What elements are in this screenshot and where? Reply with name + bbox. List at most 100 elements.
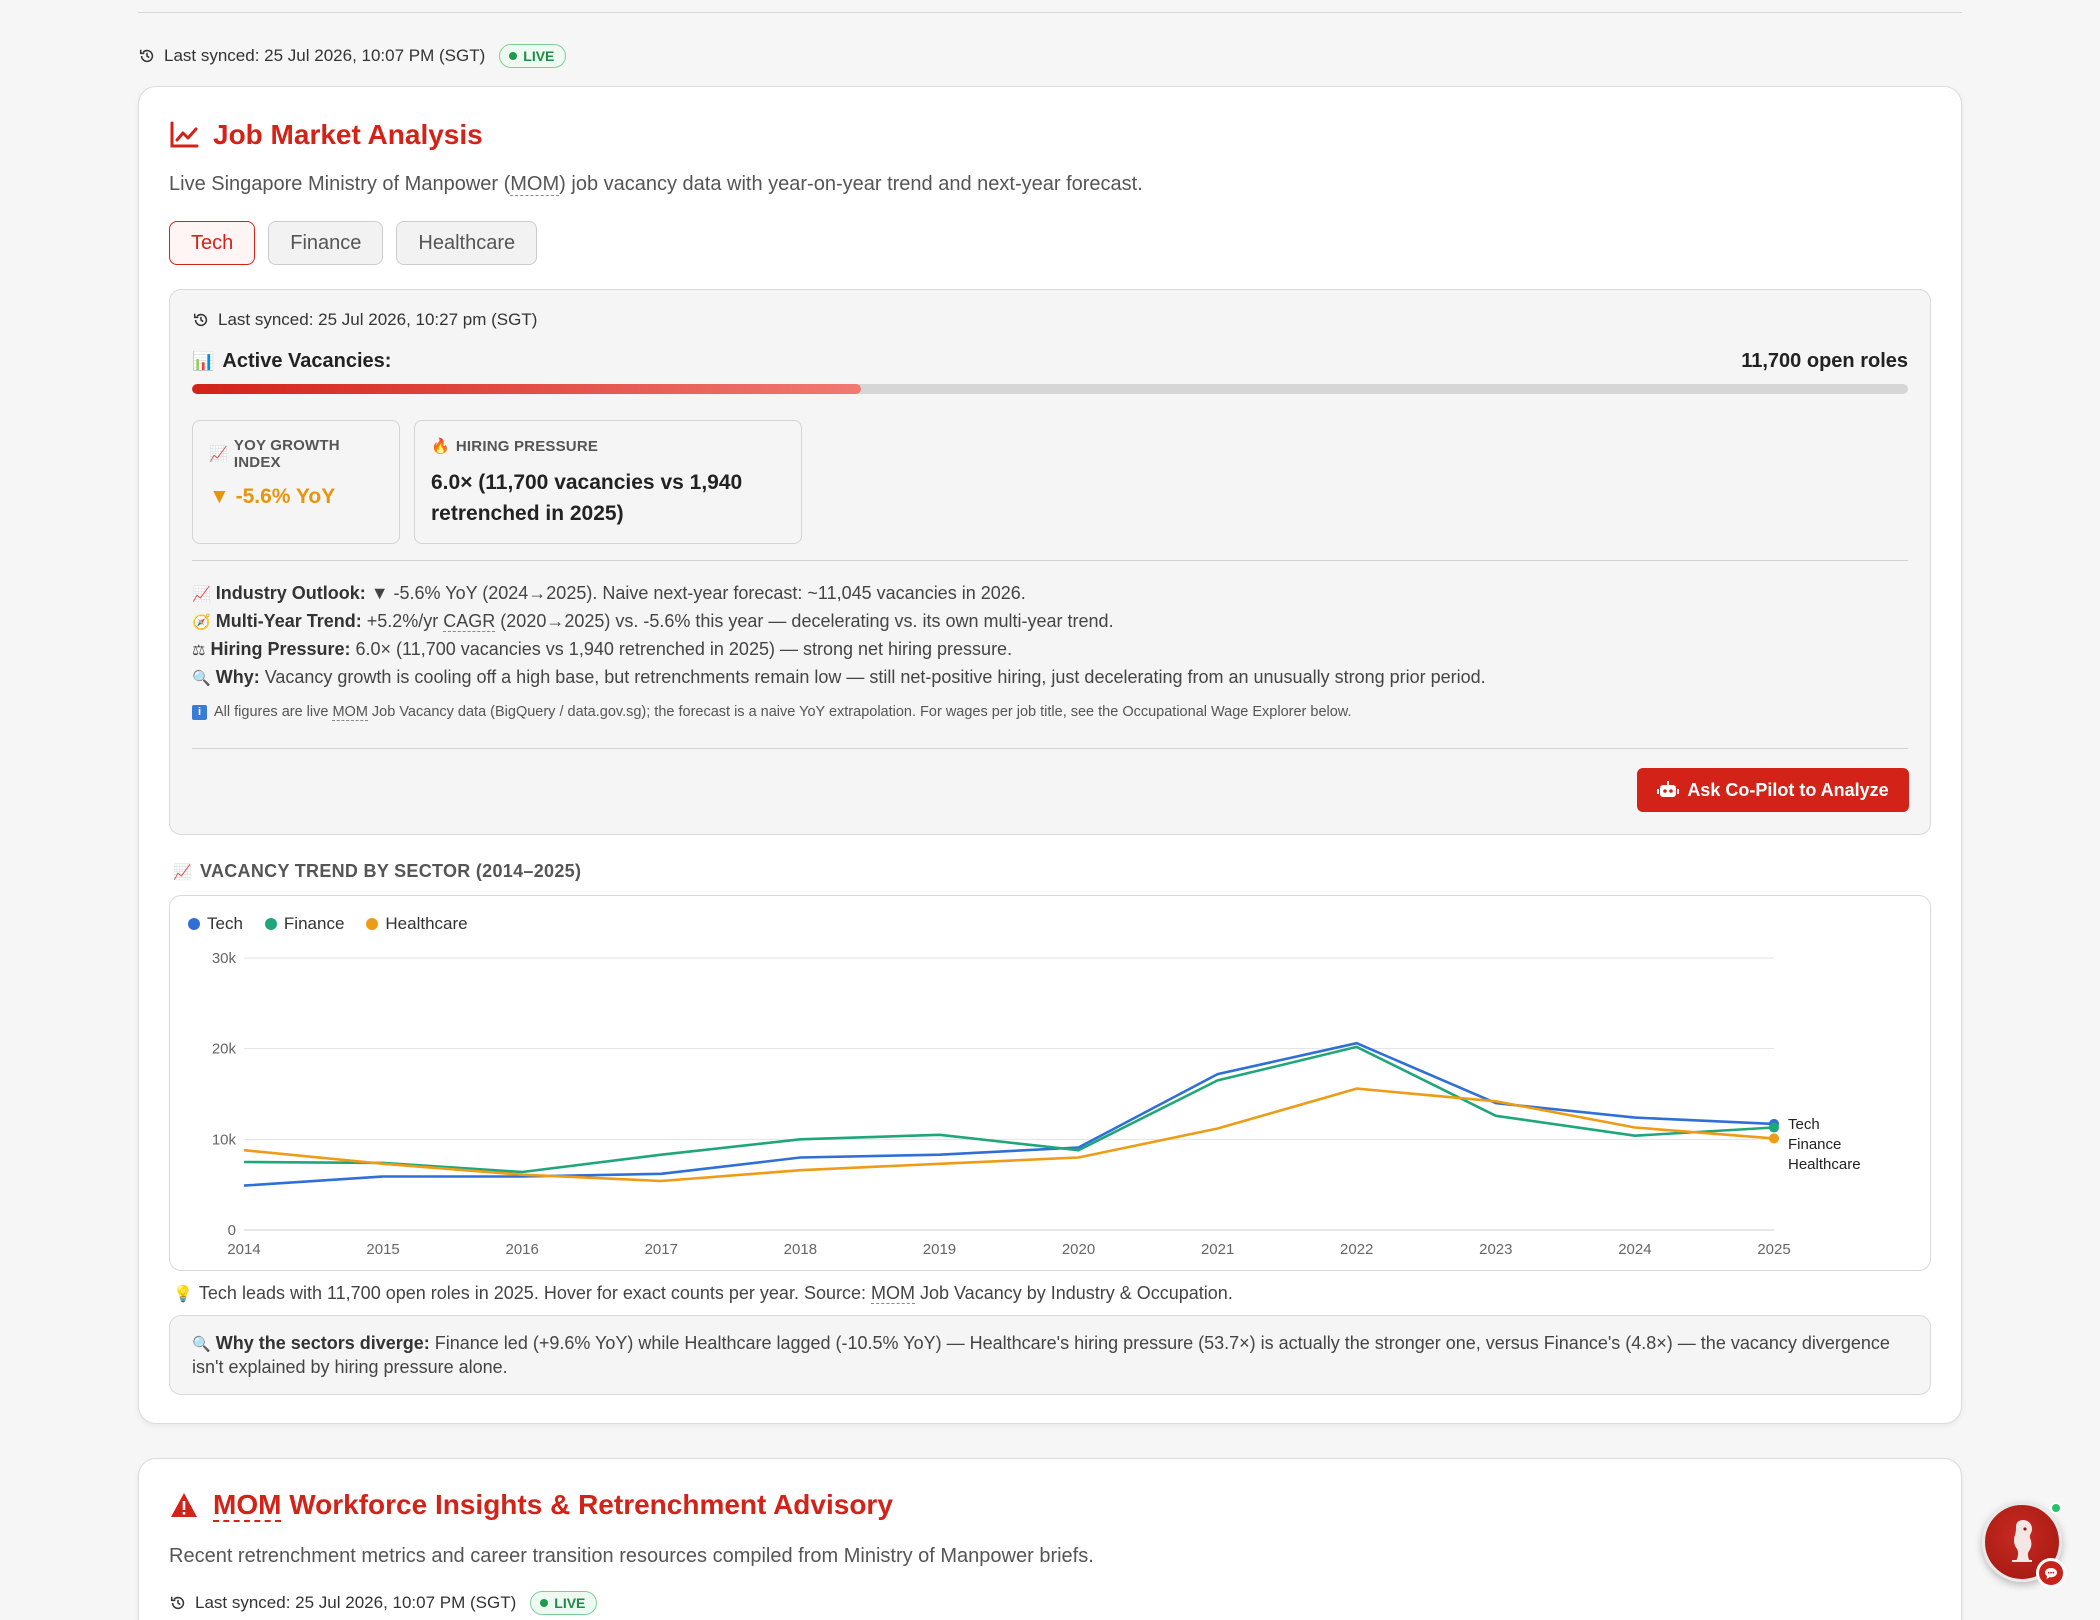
footnote-text-end: Job Vacancy data (BigQuery / data.gov.sg…: [367, 704, 1352, 720]
series-line-finance: [243, 1045, 1775, 1174]
cagr-abbr[interactable]: CAGR: [443, 611, 496, 632]
legend-item-healthcare[interactable]: Healthcare: [366, 914, 468, 934]
hiring-pressure-box: 🔥 HIRING PRESSURE 6.0× (11,700 vacancies …: [414, 420, 802, 544]
vacancies-label-row: 📊 Active Vacancies:: [192, 350, 391, 373]
chart-increasing-icon: 📈: [209, 445, 228, 463]
y-tick-label: 20k: [212, 1041, 237, 1058]
yoy-growth-value: ▼ -5.6% YoY: [209, 485, 336, 508]
insight-hiring-pressure: ⚖ Hiring Pressure: 6.0× (11,700 vacancie…: [192, 636, 1908, 664]
chart-legend: Tech Finance Healthcare: [188, 914, 468, 934]
x-tick-label: 2024: [1618, 1241, 1651, 1258]
series-end-point-healthcare: [1769, 1133, 1779, 1144]
series-end-point-finance: [1769, 1122, 1779, 1133]
vacancy-trend-label: 📈 VACANCY TREND BY SECTOR (2014–2025): [173, 861, 581, 882]
x-tick-label: 2018: [784, 1241, 817, 1258]
vacancies-progress-fill: [192, 384, 862, 394]
legend-item-tech[interactable]: Tech: [188, 914, 243, 934]
line-chart-icon: [170, 121, 199, 148]
yoy-growth-label: YOY GROWTH INDEX: [233, 437, 340, 471]
legend-dot: [188, 918, 200, 930]
mom-abbr[interactable]: MOM: [510, 173, 560, 196]
series-end-label: Finance: [1788, 1136, 1841, 1153]
insight-text: +5.2%/yr: [361, 611, 444, 631]
x-tick-label: 2025: [1757, 1241, 1790, 1258]
insight-text: ▼ -5.6% YoY (2024→2025). Naive next-year…: [365, 583, 1026, 603]
insights-list: 📈 Industry Outlook: ▼ -5.6% YoY (2024→20…: [192, 580, 1908, 692]
advisory-title-row: MOM Workforce Insights & Retrenchment Ad…: [169, 1489, 893, 1522]
x-tick-label: 2017: [645, 1241, 678, 1258]
x-tick-label: 2022: [1340, 1241, 1373, 1258]
scales-icon: ⚖: [192, 641, 206, 659]
divergence-text: Finance led (+9.6% YoY) while Healthcare…: [192, 1333, 1890, 1377]
insight-label: Hiring Pressure:: [210, 639, 351, 659]
series-end-label: Tech: [1788, 1116, 1820, 1133]
x-tick-label: 2015: [366, 1241, 399, 1258]
mom-abbr[interactable]: MOM: [213, 1489, 282, 1522]
analysis-panel: Last synced: 25 Jul 2026, 10:27 pm (SGT)…: [169, 289, 1931, 835]
merlion-icon: [2012, 1519, 2032, 1562]
vacancy-trend-title: VACANCY TREND BY SECTOR (2014–2025): [199, 861, 582, 881]
vacancies-value: 11,700 open roles: [1741, 350, 1908, 372]
advisory-sync-row: Last synced: 25 Jul 2026, 10:07 PM (SGT)…: [169, 1591, 598, 1615]
hiring-pressure-label-row: 🔥 HIRING PRESSURE: [431, 437, 785, 455]
tab-finance[interactable]: Finance: [268, 221, 384, 265]
robot-icon: [1657, 781, 1680, 797]
x-tick-label: 2019: [923, 1241, 956, 1258]
panel-sync-row: Last synced: 25 Jul 2026, 10:27 pm (SGT): [192, 310, 537, 330]
history-icon: [139, 49, 154, 63]
mom-abbr[interactable]: MOM: [332, 704, 368, 721]
mom-abbr[interactable]: MOM: [870, 1283, 915, 1304]
advisory-title: Workforce Insights & Retrenchment Adviso…: [281, 1489, 893, 1520]
chart-note-text-end: Job Vacancy by Industry & Occupation.: [914, 1283, 1233, 1303]
chart-note: 💡 Tech leads with 11,700 open roles in 2…: [173, 1283, 1233, 1304]
legend-item-finance[interactable]: Finance: [264, 914, 345, 934]
y-tick-label: 10k: [212, 1131, 237, 1148]
vacancies-label: Active Vacancies:: [222, 350, 392, 372]
advisory-subtitle: Recent retrenchment metrics and career t…: [169, 1545, 1094, 1567]
y-tick-label: 0: [228, 1222, 236, 1239]
ask-copilot-button[interactable]: Ask Co-Pilot to Analyze: [1637, 768, 1909, 812]
info-icon: i: [192, 704, 207, 720]
vacancies-progress-bar: [192, 384, 1908, 394]
y-tick-label: 30k: [212, 950, 237, 967]
insight-text: (2020→2025) vs. -5.6% this year — decele…: [495, 611, 1114, 631]
top-sync-row: Last synced: 25 Jul 2026, 10:07 PM (SGT)…: [138, 44, 567, 68]
history-icon: [193, 313, 208, 327]
job-market-title-row: Job Market Analysis: [169, 119, 483, 151]
lightbulb-icon: 💡: [173, 1284, 193, 1303]
live-badge-label: LIVE: [523, 48, 555, 64]
tab-tech[interactable]: Tech: [169, 221, 256, 265]
job-market-subtitle: Live Singapore Ministry of Manpower (MOM…: [169, 173, 1143, 196]
advisory-card: MOM Workforce Insights & Retrenchment Ad…: [138, 1458, 1962, 1620]
legend-dot: [264, 918, 277, 930]
chart-increasing-icon: 📈: [192, 585, 211, 603]
x-tick-label: 2023: [1479, 1241, 1512, 1258]
live-dot: [540, 1599, 549, 1607]
yoy-growth-box: 📈 YOY GROWTH INDEX ▼ -5.6% YoY: [192, 420, 400, 544]
bar-chart-icon: 📊: [192, 351, 215, 372]
live-badge: LIVE: [530, 1591, 598, 1615]
yoy-growth-label-row: 📈 YOY GROWTH INDEX: [209, 437, 383, 471]
subtitle-text: Live Singapore Ministry of Manpower (: [169, 173, 511, 195]
magnifier-icon: 🔍: [192, 669, 211, 687]
job-market-card: Job Market Analysis Live Singapore Minis…: [138, 86, 1962, 1424]
legend-dot: [366, 918, 379, 930]
legend-label: Finance: [283, 914, 345, 933]
insight-label: Industry Outlook:: [215, 583, 366, 603]
advisory-sync-text: Last synced: 25 Jul 2026, 10:07 PM (SGT): [195, 1593, 517, 1612]
fire-icon: 🔥: [431, 437, 450, 455]
panel-divider-bottom: [192, 748, 1908, 749]
insight-text: Vacancy growth is cooling off a high bas…: [259, 667, 1486, 687]
insight-label: Why:: [215, 667, 260, 687]
insight-industry-outlook: 📈 Industry Outlook: ▼ -5.6% YoY (2024→20…: [192, 580, 1908, 608]
legend-label: Healthcare: [385, 914, 468, 933]
ask-copilot-label: Ask Co-Pilot to Analyze: [1687, 779, 1889, 800]
chart-plot[interactable]: 0 10k 20k 30k 2014 2015 2016 2017 2018 2019 2020 20…: [170, 896, 1932, 1272]
online-status-dot: [2050, 1502, 2062, 1514]
warning-icon: [171, 1493, 197, 1517]
x-tick-label: 2016: [505, 1241, 538, 1258]
tab-healthcare[interactable]: Healthcare: [396, 221, 538, 265]
sector-tabs: Tech Finance Healthcare: [169, 221, 538, 265]
hiring-pressure-label: HIRING PRESSURE: [455, 437, 599, 455]
history-icon: [170, 1596, 185, 1610]
